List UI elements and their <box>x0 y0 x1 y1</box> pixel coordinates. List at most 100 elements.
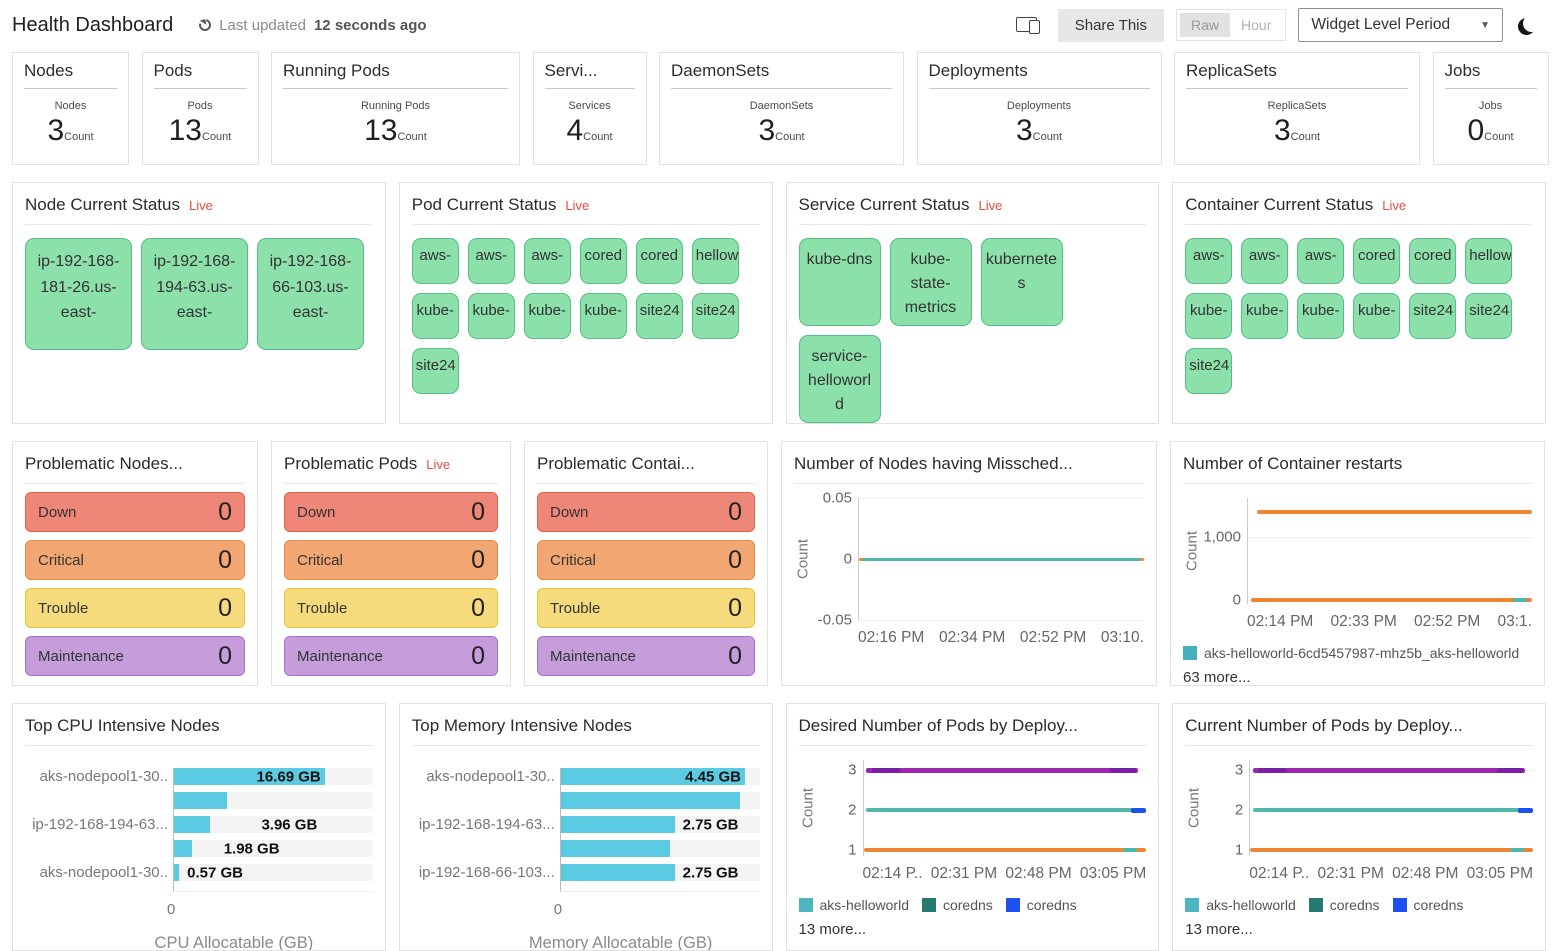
more-series-link[interactable]: 13 more... <box>798 921 867 938</box>
status-chip-cored[interactable]: cored <box>1353 238 1401 284</box>
status-line-trouble[interactable]: Trouble 0 <box>284 588 498 628</box>
status-chip-ip-192-168-181-26-us-east[interactable]: ip-192-168-181-26.us-east- <box>25 238 132 350</box>
status-chip-site24[interactable]: site24 <box>1465 293 1513 339</box>
bar-fill[interactable] <box>174 840 192 857</box>
status-chip-list: kube-dns kube-state-metrics kubernetes serv… <box>798 238 1147 423</box>
status-line-maintenance[interactable]: Maintenance 0 <box>537 636 755 676</box>
share-button[interactable]: Share This <box>1057 8 1164 42</box>
status-line-maintenance[interactable]: Maintenance 0 <box>284 636 498 676</box>
status-chip-kubernetes[interactable]: kubernetes <box>980 238 1063 326</box>
status-chip-site24[interactable]: site24 <box>1409 293 1457 339</box>
legend-item-coredns[interactable]: coredns <box>1005 897 1077 913</box>
status-line-maintenance[interactable]: Maintenance 0 <box>25 636 245 676</box>
status-chip-aws[interactable]: aws- <box>467 238 515 284</box>
status-chip-cored[interactable]: cored <box>579 238 627 284</box>
live-badge: Live <box>188 198 213 213</box>
bar-fill[interactable] <box>560 792 740 809</box>
bar-fill[interactable] <box>174 768 325 785</box>
status-line-trouble[interactable]: Trouble 0 <box>25 588 245 628</box>
status-line-critical[interactable]: Critical 0 <box>284 540 498 580</box>
status-chip-aws[interactable]: aws- <box>411 238 459 284</box>
card-count-value: 3Count <box>47 114 94 147</box>
status-chip-aws[interactable]: aws- <box>1185 238 1233 284</box>
status-line-critical[interactable]: Critical 0 <box>537 540 755 580</box>
more-series-link[interactable]: 13 more... <box>1185 921 1253 938</box>
status-chip-aws[interactable]: aws- <box>1241 238 1289 284</box>
toggle-raw[interactable]: Raw <box>1180 13 1231 37</box>
summary-card-jobs[interactable]: Jobs Jobs 0Count <box>1432 52 1549 165</box>
status-line-trouble[interactable]: Trouble 0 <box>537 588 755 628</box>
status-chip-kube[interactable]: kube- <box>1241 293 1289 339</box>
summary-card-nodes[interactable]: Nodes Nodes 3Count <box>12 52 129 165</box>
legend-item-aks-helloworld[interactable]: aks-helloworld <box>798 897 909 913</box>
status-chip-kube[interactable]: kube- <box>1297 293 1345 339</box>
status-chip-kube-state-metrics[interactable]: kube-state-metrics <box>889 238 972 326</box>
bar-fill[interactable] <box>560 768 745 785</box>
bar-fill[interactable] <box>174 816 210 833</box>
status-chip-cored[interactable]: cored <box>635 238 683 284</box>
divider <box>1183 483 1532 484</box>
status-chip-list: aws-aws-aws-cored cored hellow kube-kube-ku… <box>1185 238 1533 394</box>
legend-swatch <box>798 898 813 912</box>
bar-fill[interactable] <box>174 792 228 809</box>
refresh-icon[interactable] <box>197 16 214 34</box>
status-line-down[interactable]: Down 0 <box>25 492 245 532</box>
widget-level-period-dropdown[interactable]: Widget Level Period ▼ <box>1298 8 1503 42</box>
summary-card-running-pods[interactable]: Running Pods Running Pods 13Count <box>271 52 520 165</box>
status-chip-hellow[interactable]: hellow <box>691 238 739 284</box>
y-tick-label: 2 <box>1234 801 1244 819</box>
bar-fill[interactable] <box>560 816 675 833</box>
divider <box>544 88 635 89</box>
legend-item-aks-helloworld[interactable]: aks-helloworld <box>1185 897 1296 913</box>
bar-fill[interactable] <box>560 840 671 857</box>
status-chip-cored[interactable]: cored <box>1409 238 1457 284</box>
summary-card-daemonsets[interactable]: DaemonSets DaemonSets 3Count <box>659 52 904 165</box>
series-line <box>1256 509 1532 514</box>
status-chip-service-helloworld[interactable]: service-helloworld <box>798 335 881 423</box>
status-line-down[interactable]: Down 0 <box>537 492 755 532</box>
status-count: 0 <box>218 545 232 574</box>
status-chip-kube[interactable]: kube- <box>523 293 571 339</box>
status-chip-ip-192-168-66-103-us-east[interactable]: ip-192-168-66-103.us-east- <box>257 238 364 350</box>
status-chip-kube[interactable]: kube- <box>467 293 515 339</box>
card-count-value: 4Count <box>566 114 613 147</box>
service-current-status-widget: Service Current Status Live kube-dns kube-… <box>785 182 1160 424</box>
status-chip-kube[interactable]: kube- <box>1185 293 1233 339</box>
status-chip-kube-dns[interactable]: kube-dns <box>798 238 881 326</box>
status-chip-site24[interactable]: site24 <box>411 348 459 394</box>
status-chip-site24[interactable]: site24 <box>635 293 683 339</box>
status-chip-site24[interactable]: site24 <box>691 293 739 339</box>
legend-item-coredns[interactable]: coredns <box>921 897 993 913</box>
summary-card-replicasets[interactable]: ReplicaSets ReplicaSets 3Count <box>1174 52 1420 165</box>
status-chip-ip-192-168-194-63-us-east[interactable]: ip-192-168-194-63.us-east- <box>141 238 248 350</box>
card-title: Running Pods <box>283 61 390 80</box>
status-line-down[interactable]: Down 0 <box>284 492 498 532</box>
status-count: 0 <box>728 497 742 526</box>
series-cap <box>1258 767 1287 773</box>
y-tick-label: 1,000 <box>1203 528 1241 546</box>
series-cap <box>1131 807 1147 813</box>
status-chip-kube[interactable]: kube- <box>411 293 459 339</box>
status-chip-aws[interactable]: aws- <box>523 238 571 284</box>
status-chip-hellow[interactable]: hellow <box>1465 238 1513 284</box>
bar-fill[interactable] <box>560 864 675 881</box>
status-line-critical[interactable]: Critical 0 <box>25 540 245 580</box>
widget-title: Problematic Nodes... <box>25 454 183 473</box>
series-line <box>866 808 1144 812</box>
more-series-link[interactable]: 63 more... <box>1183 669 1251 686</box>
legend-item-aks-helloworld-6cd5457987-mhz5b-aks-helloworld[interactable]: aks-helloworld-6cd5457987-mhz5b_aks-hell… <box>1183 645 1519 661</box>
status-chip-kube[interactable]: kube- <box>1353 293 1401 339</box>
bar-fill[interactable] <box>174 864 180 881</box>
legend-item-coredns[interactable]: coredns <box>1392 897 1463 913</box>
series-cap <box>1510 848 1524 852</box>
status-chip-site24[interactable]: site24 <box>1185 348 1233 394</box>
legend-item-coredns[interactable]: coredns <box>1308 897 1380 913</box>
devices-icon[interactable] <box>1015 16 1040 34</box>
summary-card-deployments[interactable]: Deployments Deployments 3Count <box>916 52 1162 165</box>
status-chip-kube[interactable]: kube- <box>579 293 627 339</box>
status-chip-aws[interactable]: aws- <box>1297 238 1345 284</box>
summary-card-pods[interactable]: Pods Pods 13Count <box>141 52 259 165</box>
toggle-hour[interactable]: Hour <box>1241 17 1272 33</box>
moon-icon[interactable] <box>1523 15 1540 32</box>
summary-card-services[interactable]: Servi... Services 4Count <box>532 52 647 165</box>
